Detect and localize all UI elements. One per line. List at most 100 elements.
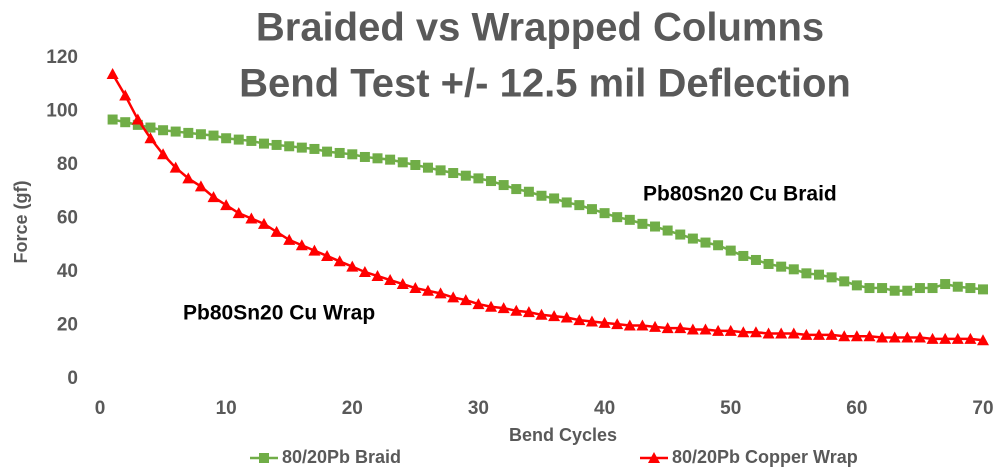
marker (232, 207, 245, 219)
marker (119, 89, 132, 101)
marker (612, 212, 623, 223)
marker (195, 129, 206, 140)
marker (523, 186, 534, 197)
marker (422, 162, 433, 173)
marker (435, 165, 446, 176)
marker (826, 272, 837, 283)
marker (421, 284, 434, 296)
marker (397, 157, 408, 168)
marker (522, 306, 535, 318)
marker (927, 283, 938, 294)
marker (662, 225, 673, 236)
marker (864, 283, 875, 294)
marker (459, 294, 472, 306)
marker (131, 113, 144, 125)
marker (536, 190, 547, 201)
marker (396, 278, 409, 290)
marker (978, 284, 988, 295)
marker (194, 180, 207, 192)
marker (560, 311, 573, 323)
marker (472, 298, 485, 310)
marker (775, 327, 788, 339)
marker (561, 197, 572, 208)
marker (650, 221, 661, 232)
marker (801, 268, 812, 279)
marker (699, 323, 712, 335)
legend-label: 80/20Pb Copper Wrap (672, 447, 858, 467)
marker (259, 453, 269, 463)
marker (106, 68, 119, 80)
marker (321, 249, 334, 261)
chart-title: Bend Test +/- 12.5 mil Deflection (239, 62, 851, 106)
marker (839, 276, 850, 287)
marker (585, 315, 598, 327)
marker (637, 218, 648, 229)
marker (284, 141, 295, 152)
y-axis-label: Force (gf) (11, 180, 31, 263)
x-tick-label: 10 (216, 398, 237, 419)
marker (169, 161, 182, 173)
marker (863, 330, 876, 342)
marker (763, 258, 774, 269)
marker (725, 245, 736, 256)
y-tick-label: 0 (67, 368, 78, 389)
marker (182, 172, 195, 184)
marker (334, 147, 345, 158)
marker (207, 191, 220, 203)
marker (965, 283, 976, 294)
marker (787, 327, 800, 339)
marker (624, 214, 635, 225)
marker (977, 334, 989, 346)
marker (700, 237, 711, 248)
marker (813, 328, 826, 340)
marker (296, 142, 307, 153)
marker (132, 119, 143, 130)
chart-title: Braided vs Wrapped Columns (256, 6, 824, 50)
x-tick-label: 30 (468, 398, 489, 419)
marker (549, 193, 560, 204)
marker (598, 316, 611, 328)
marker (914, 283, 925, 294)
marker (535, 308, 548, 320)
marker (940, 279, 951, 290)
marker (295, 239, 308, 251)
marker (485, 300, 498, 312)
y-tick-label: 100 (46, 101, 78, 122)
marker (460, 170, 471, 181)
marker (120, 117, 131, 128)
marker (498, 180, 509, 191)
marker (964, 332, 977, 344)
marker (648, 452, 660, 463)
series-line (111, 73, 984, 342)
marker (510, 304, 523, 316)
legend-label: 80/20Pb Braid (282, 447, 401, 467)
marker (687, 233, 698, 244)
x-tick-label: 60 (846, 398, 867, 419)
marker (712, 324, 725, 336)
marker (889, 285, 900, 296)
marker (951, 332, 964, 344)
marker (144, 132, 157, 144)
marker (384, 274, 397, 286)
x-axis-label: Bend Cycles (509, 425, 617, 445)
y-tick-label: 80 (57, 154, 78, 175)
marker (926, 332, 939, 344)
marker (713, 240, 724, 251)
x-tick-label: 0 (95, 398, 106, 419)
marker (233, 134, 244, 145)
marker (749, 326, 762, 338)
marker (511, 184, 522, 195)
x-tick-label: 40 (594, 398, 615, 419)
marker (850, 330, 863, 342)
marker (346, 260, 359, 272)
marker (738, 250, 749, 261)
marker (170, 126, 181, 137)
marker (221, 133, 232, 144)
marker (902, 285, 913, 296)
marker (574, 200, 585, 211)
marker (283, 233, 296, 245)
marker (220, 199, 233, 211)
marker (623, 319, 636, 331)
marker (308, 244, 321, 256)
